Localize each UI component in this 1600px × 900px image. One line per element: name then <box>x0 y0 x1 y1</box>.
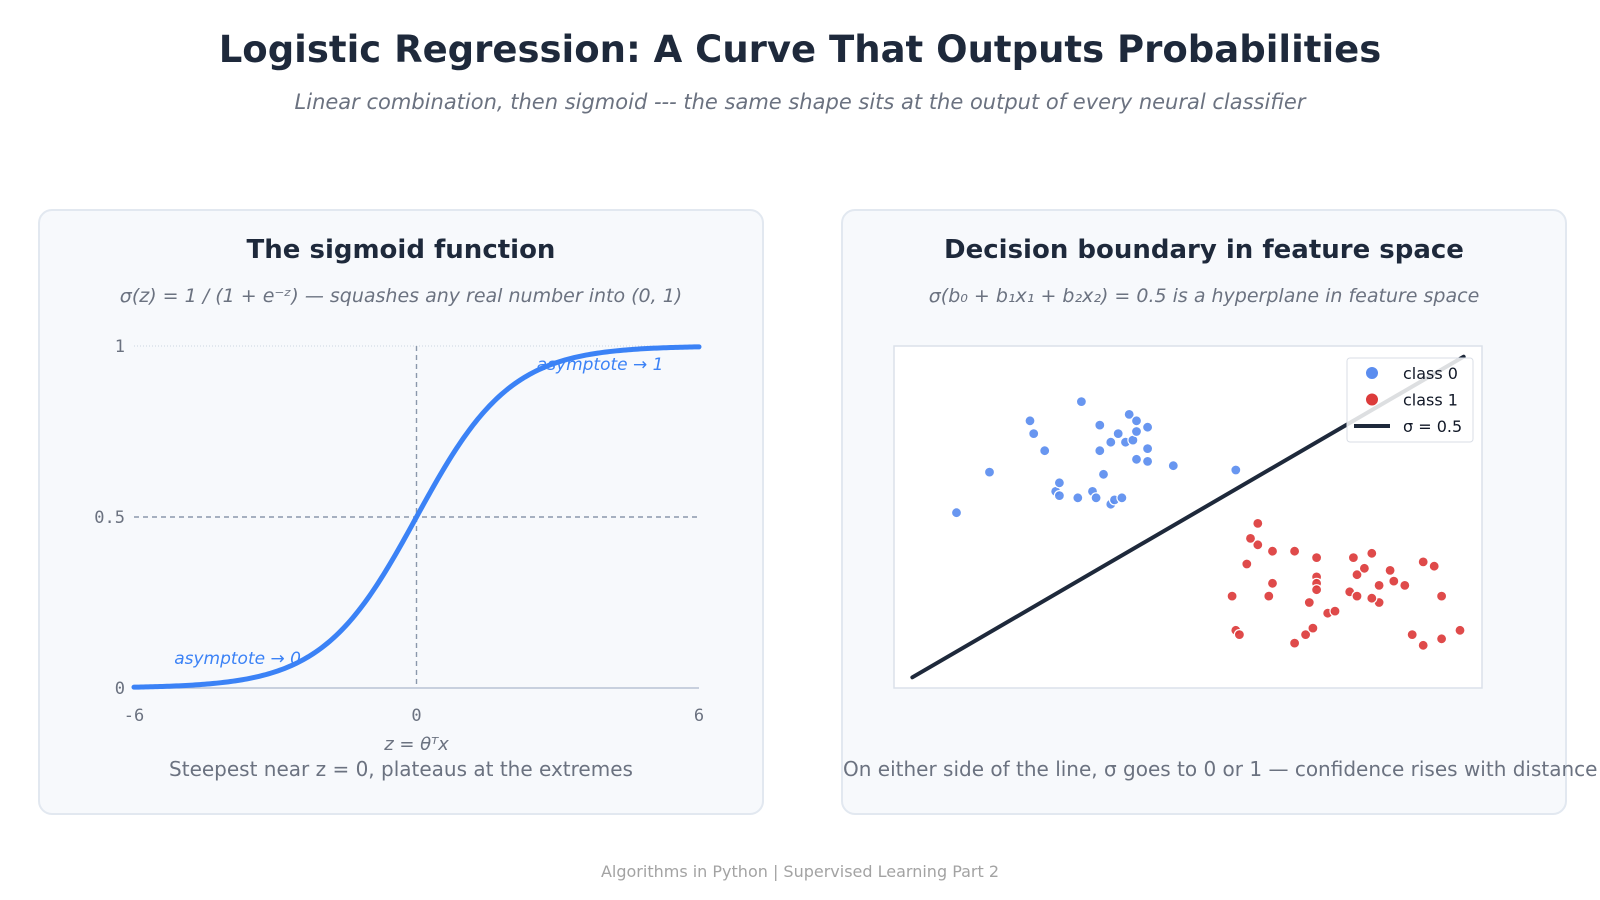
x-axis-label: z = θᵀx <box>383 734 449 755</box>
class-1-point <box>1351 569 1363 581</box>
class-1-point <box>1307 622 1319 634</box>
sigmoid-caption: Steepest near z = 0, plateaus at the ext… <box>169 757 633 781</box>
class-0-point <box>1024 415 1036 427</box>
class-0-point <box>1123 408 1135 420</box>
class-1-point <box>1266 545 1279 557</box>
class-1-point <box>1347 552 1359 564</box>
class-1-point <box>1233 629 1245 641</box>
class-0-point <box>1130 425 1143 438</box>
class-0-point <box>1230 464 1242 476</box>
class-1-point <box>1289 545 1301 557</box>
y-tick-label: 0.5 <box>94 508 125 528</box>
x-tick-label: 0 <box>411 706 421 726</box>
sigmoid-formula: σ(z) = 1 / (1 + e⁻ᶻ) — squashes any real… <box>119 285 683 307</box>
class-1-point <box>1406 629 1418 641</box>
class-1-point <box>1329 605 1341 617</box>
class-1-point <box>1244 532 1257 544</box>
class-1-point <box>1366 547 1378 559</box>
class-0-point <box>1090 492 1102 504</box>
sigmoid-curve <box>131 344 702 690</box>
class-0-point <box>983 466 996 478</box>
class-1-point <box>1366 592 1378 604</box>
class-1-point <box>1428 560 1440 572</box>
x-tick-label: 6 <box>694 706 704 726</box>
class-0-point <box>1142 455 1154 467</box>
class-0-point <box>1094 445 1106 457</box>
class-1-point <box>1373 579 1385 591</box>
decision-caption: On either side of the line, σ goes to 0 … <box>843 757 1598 781</box>
y-tick-label: 1 <box>115 337 125 357</box>
decision-panel-title: Decision boundary in feature space <box>944 235 1464 265</box>
class-0-point <box>1075 396 1087 408</box>
legend-label: σ = 0.5 <box>1403 417 1462 436</box>
sigmoid-chart: 0 0.5 1 -6 0 6 z = θᵀx asymptote → 1 asymptote →… <box>94 337 704 755</box>
class-0-point <box>1053 477 1065 489</box>
class-0-point <box>1053 490 1065 502</box>
class-0-point <box>1142 421 1154 433</box>
class-1-point <box>1252 517 1264 529</box>
page-title: Logistic Regression: A Curve That Output… <box>218 28 1382 71</box>
class-1-point <box>1384 564 1396 576</box>
class-0-point <box>1167 460 1179 472</box>
class-0-point <box>1112 428 1124 440</box>
x-tick-label: -6 <box>124 706 144 726</box>
legend-label: class 1 <box>1403 391 1458 410</box>
class-0-point <box>1116 492 1128 504</box>
y-tick-label: 0 <box>115 679 125 699</box>
class-0-point <box>1130 453 1143 465</box>
legend-box <box>1346 357 1474 443</box>
decision-boundary-panel: Decision boundary in feature space σ(b₀ … <box>841 209 1598 815</box>
class-1-point <box>1266 577 1279 589</box>
class-1-point <box>1252 539 1264 551</box>
class-1-point <box>1399 579 1411 591</box>
class-0-point <box>1130 415 1143 427</box>
class-0-point <box>1028 428 1040 440</box>
class-1-point <box>1358 562 1371 574</box>
class-0-point <box>1072 492 1084 504</box>
class-1-point <box>1417 639 1429 651</box>
class-0-point <box>1097 468 1110 480</box>
class-1-point <box>1435 633 1448 645</box>
page-subtitle: Linear combination, then sigmoid --- the… <box>294 90 1306 114</box>
sigmoid-panel: The sigmoid function σ(z) = 1 / (1 + e⁻ᶻ… <box>38 209 764 815</box>
class-0-point <box>1142 443 1154 455</box>
class-1-point <box>1435 590 1448 602</box>
footer-text: Algorithms in Python | Supervised Learni… <box>600 862 1000 881</box>
legend-label: class 0 <box>1403 364 1458 383</box>
class-1-point <box>1311 552 1323 564</box>
decision-boundary-chart: class 0 class 1 σ = 0.5 <box>893 345 1483 689</box>
class-0-point <box>1105 436 1117 448</box>
class-1-point <box>1311 584 1323 596</box>
class-1-point <box>1303 596 1315 609</box>
class-0-point <box>1039 445 1051 457</box>
sigmoid-panel-title: The sigmoid function <box>246 235 556 265</box>
decision-formula: σ(b₀ + b₁x₁ + b₂x₂) = 0.5 is a hyperplan… <box>928 285 1480 307</box>
class-1-point <box>1241 558 1253 570</box>
asymptote-one-label: asymptote → 1 <box>537 355 664 375</box>
class-1-point <box>1263 590 1275 602</box>
asymptote-zero-label: asymptote → 0 <box>174 649 301 669</box>
class-1-point <box>1388 575 1400 587</box>
class-1-point <box>1351 590 1363 602</box>
class-1-point <box>1454 624 1466 636</box>
legend-marker <box>1365 366 1379 380</box>
class-1-point <box>1226 590 1238 602</box>
class-1-point <box>1289 637 1301 649</box>
class-1-point <box>1300 629 1312 641</box>
class-1-point <box>1417 556 1429 568</box>
class-0-point <box>1094 419 1106 431</box>
class-0-point <box>950 507 963 519</box>
legend-marker <box>1365 392 1379 407</box>
